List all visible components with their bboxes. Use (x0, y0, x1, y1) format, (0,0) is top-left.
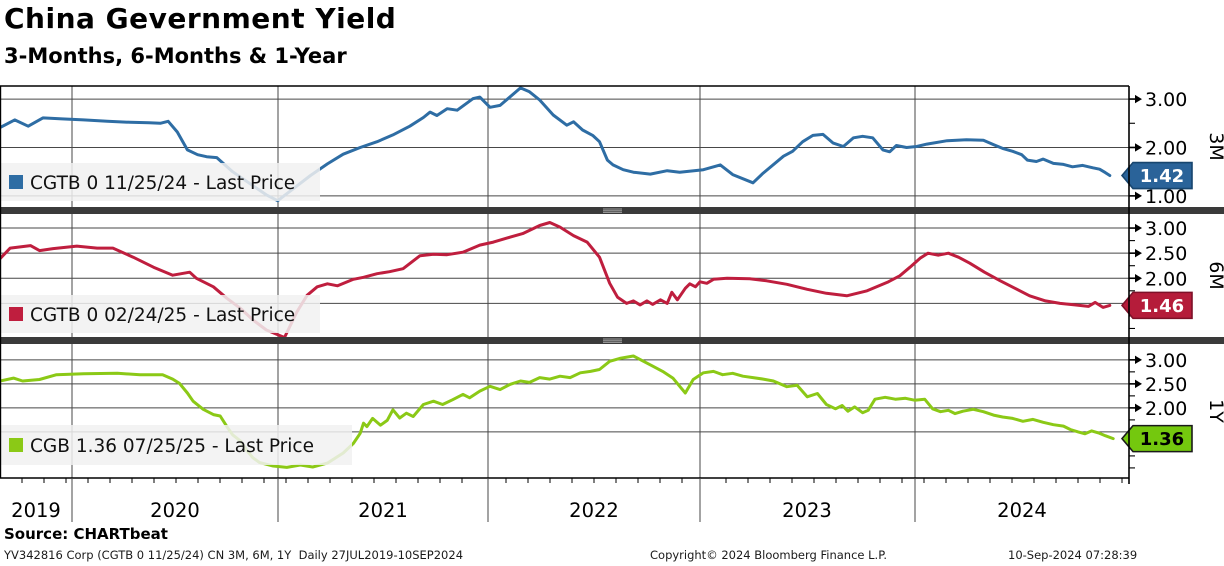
axis-tick-label: 3.00 (1145, 89, 1187, 111)
legend-6M[interactable]: CGTB 0 02/24/25 - Last Price (0, 295, 320, 333)
x-axis-year-label: 2019 (11, 499, 61, 522)
x-axis-year-label: 2023 (782, 499, 832, 522)
axis-tick-label: 2.00 (1145, 398, 1187, 420)
x-axis-year-label: 2021 (358, 499, 408, 522)
legend-label-3M: CGTB 0 11/25/24 - Last Price (30, 173, 295, 194)
last-price-tag-6M: 1.46 (1120, 291, 1193, 320)
axis-tick-arrow (1135, 143, 1142, 152)
axis-tick-label: 2.50 (1145, 243, 1187, 265)
axis-tick-arrow (1135, 248, 1142, 258)
axis-tick-arrow (1135, 94, 1142, 104)
security-descriptor: YV342816 Corp (CGTB 0 11/25/24) CN 3M, 6… (4, 548, 464, 562)
legend-box (0, 425, 352, 465)
panel-3M: 3.00 2.00 1.00 3M 1.42 CGTB 0 11/25/24 - Last… (0, 86, 1224, 208)
axis-tick-arrow (1135, 274, 1142, 283)
last-price-value: 1.46 (1140, 296, 1184, 317)
chart-subtitle: 3-Months, 6-Months & 1-Year (4, 44, 347, 68)
axis-tick-arrow (1135, 191, 1142, 201)
axis-tick-label: 3.00 (1145, 350, 1187, 372)
legend-1Y[interactable]: CGB 1.36 07/25/25 - Last Price (0, 425, 352, 465)
legend-swatch-3M (9, 175, 23, 189)
panel-separator[interactable] (0, 207, 1224, 214)
panel-separator[interactable] (0, 337, 1224, 344)
last-price-tag-shape (1120, 424, 1193, 453)
chart-title: China Gevernment Yield (4, 2, 397, 35)
axis-tick-arrow (1135, 355, 1142, 365)
legend-3M[interactable]: CGTB 0 11/25/24 - Last Price (0, 163, 320, 201)
panel-axis-label-6M: 6M (1205, 261, 1224, 289)
panel-axis-label-1Y: 1Y (1205, 399, 1224, 423)
last-price-tag-shape (1120, 291, 1193, 320)
axis-tick-label: 2.50 (1145, 374, 1187, 396)
axis-tick-arrow (1135, 223, 1142, 233)
axis-tick-label: 3.00 (1145, 218, 1187, 240)
last-price-value: 1.36 (1140, 429, 1184, 450)
axis-tick-label: 2.00 (1145, 268, 1187, 290)
source-line: Source: CHARTbeat (4, 525, 168, 543)
axis-tick-arrow (1135, 403, 1142, 413)
legend-label-6M: CGTB 0 02/24/25 - Last Price (30, 305, 295, 326)
x-axis-year-label: 2020 (150, 499, 200, 522)
last-price-value: 1.42 (1140, 166, 1184, 187)
x-axis-year-label: 2024 (997, 499, 1047, 522)
legend-label-1Y: CGB 1.36 07/25/25 - Last Price (30, 436, 314, 457)
last-price-tag-3M: 1.42 (1120, 161, 1193, 190)
axis-tick-label: 1.00 (1145, 186, 1187, 208)
copyright-notice: Copyright© 2024 Bloomberg Finance L.P. (650, 548, 887, 562)
last-price-tag-1Y: 1.36 (1120, 424, 1193, 453)
axis-tick-label: 2.00 (1145, 137, 1187, 159)
series-line-3M (0, 86, 1112, 203)
axis-tick-arrow (1135, 379, 1142, 389)
legend-box (0, 295, 320, 333)
legend-swatch-6M (9, 307, 23, 321)
panel-axis-label-3M: 3M (1205, 132, 1224, 160)
timestamp: 10-Sep-2024 07:28:39 (1008, 548, 1138, 562)
last-price-tag-shape (1120, 161, 1193, 190)
legend-swatch-1Y (9, 438, 23, 452)
x-axis-year-label: 2022 (569, 499, 619, 522)
legend-box (0, 163, 320, 201)
